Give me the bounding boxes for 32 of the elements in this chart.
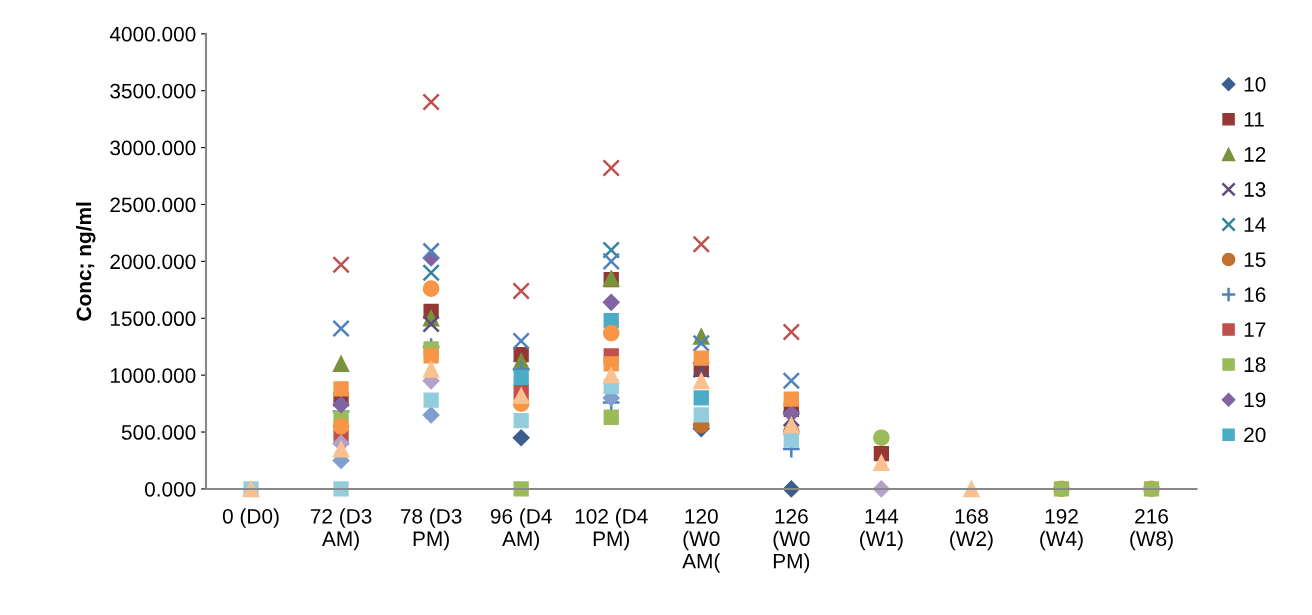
legend-label: 11 (1244, 112, 1264, 127)
x-tick-label: 126 (W0 PM) (773, 508, 810, 573)
x-tick-label: 144 (W1) (860, 509, 903, 551)
x-tick-label: 96 (D4 AM) (490, 508, 552, 551)
y-axis-title: Conc; ng/ml (75, 202, 96, 321)
x-tick-label: 0 (D0) (222, 508, 279, 528)
y-tick-label: 2500.000 (110, 197, 196, 213)
y-tick-label: 1500.000 (110, 311, 196, 327)
legend-label: 10 (1244, 76, 1266, 92)
legend-label: 14 (1244, 217, 1266, 232)
y-tick-label: 0.000 (144, 481, 196, 497)
legend-label: 17 (1244, 322, 1266, 337)
y-tick-label: 3500.000 (110, 83, 196, 99)
x-tick-label: 192 (W4) (1040, 508, 1083, 551)
x-tick-label: 78 (D3 PM) (400, 508, 462, 551)
y-tick-label: 3000.000 (110, 140, 196, 156)
legend-label: 16 (1244, 287, 1266, 303)
x-tick-label: 168 (W2) (950, 508, 993, 551)
x-tick-label: 120 (W0 AM( (682, 508, 721, 573)
legend-label: 15 (1244, 252, 1266, 267)
legend-label: 13 (1244, 182, 1266, 197)
legend-label: 20 (1244, 427, 1266, 443)
legend-label: 19 (1244, 392, 1266, 408)
y-tick-label: 4000.000 (109, 26, 196, 42)
x-tick-label: 72 (D3 AM) (310, 508, 372, 551)
y-tick-label: 1000.000 (110, 368, 196, 383)
legend-label: 12 (1244, 147, 1266, 162)
x-tick-label: 216 (W8) (1130, 508, 1173, 551)
y-tick-label: 2000.000 (110, 254, 196, 270)
y-tick-label: 500.000 (121, 425, 196, 440)
x-tick-label: 102 (D4 PM) (575, 508, 648, 551)
legend-label: 18 (1244, 357, 1266, 373)
